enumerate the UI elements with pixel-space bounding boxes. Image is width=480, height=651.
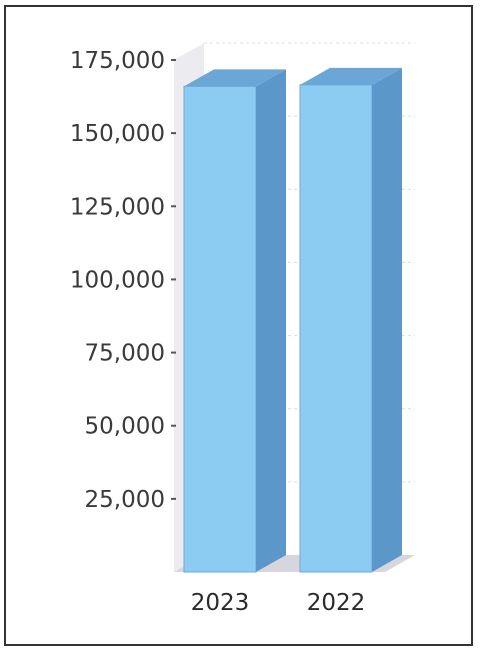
x-category-label: 2022: [307, 590, 366, 616]
y-tick-label: 150,000: [70, 121, 165, 147]
bar-top: [300, 67, 402, 85]
chart-labels: 25,000 50,000 75,000 100,000 125,000 150,000 1…: [70, 48, 365, 616]
y-tick-label: 175,000: [70, 48, 165, 74]
bar-side: [256, 69, 286, 573]
y-tick-label: 125,000: [70, 194, 165, 220]
chart-bars: [183, 67, 402, 573]
bar-front: [299, 84, 373, 573]
y-tick-label: 25,000: [85, 487, 165, 513]
bar-front: [183, 85, 257, 573]
y-tick-label: 100,000: [70, 267, 165, 293]
y-tick-label: 50,000: [85, 414, 165, 440]
x-category-label: 2023: [191, 590, 250, 616]
bar-side: [372, 67, 402, 573]
y-tick-label: 75,000: [85, 341, 165, 367]
bar-top: [184, 69, 286, 87]
